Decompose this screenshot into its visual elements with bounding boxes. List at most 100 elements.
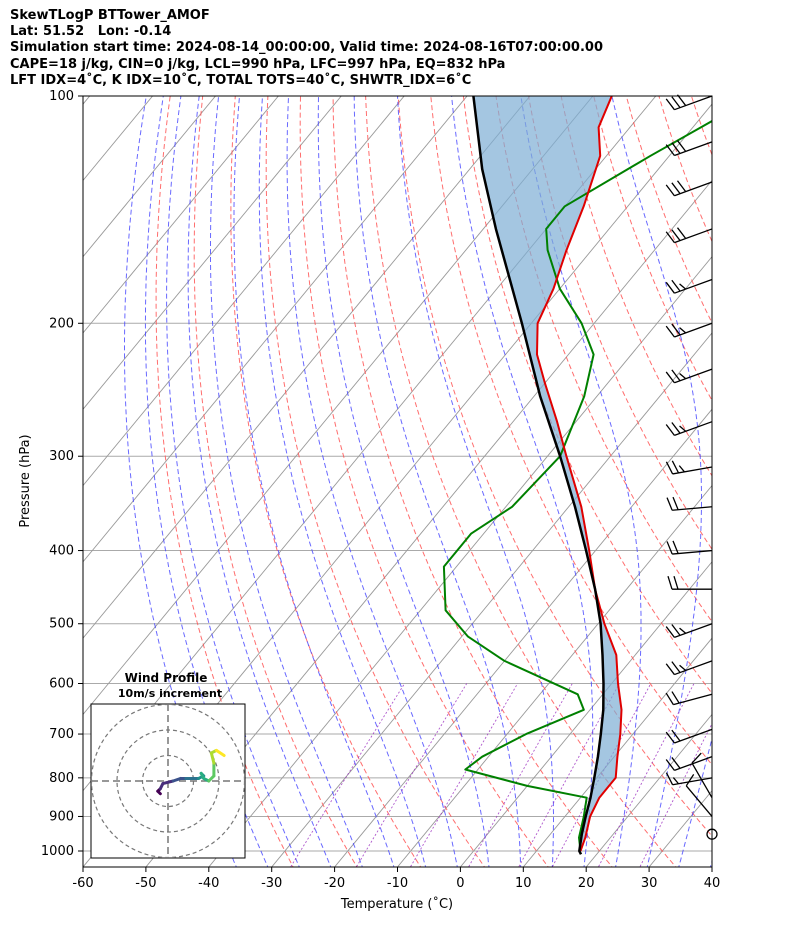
wind-barb (665, 227, 713, 244)
barb-flag (666, 497, 673, 511)
barb-flag (678, 465, 685, 473)
barb-flag (666, 541, 673, 555)
isotherm-gridline (83, 96, 594, 716)
barb-flag (667, 575, 673, 590)
y-tick-label: 400 (49, 544, 74, 559)
wind-barb (666, 540, 713, 555)
dry-adiabat (155, 96, 294, 867)
dry-adiabat (265, 96, 486, 867)
barb-flag (679, 627, 687, 634)
barb-flag (665, 626, 675, 638)
isotherm-gridline (208, 255, 712, 867)
wind-barb (665, 140, 713, 157)
barb-flag (671, 182, 681, 195)
dry-adiabat (365, 96, 677, 867)
barb-shaft (674, 95, 713, 111)
isotherm-gridline (459, 561, 712, 867)
y-tick-label: 200 (49, 316, 74, 331)
barb-flag (671, 323, 681, 336)
wind-barb (665, 94, 713, 111)
y-tick-label: 300 (49, 449, 74, 464)
wind-barb (665, 623, 713, 639)
barb-flag (665, 371, 675, 384)
barb-flag (672, 777, 680, 785)
x-tick-label: 20 (578, 876, 595, 891)
barb-flag (665, 231, 675, 244)
isotherm-gridline (334, 408, 712, 867)
calm-wind-circle (706, 828, 718, 840)
dry-adiabat (430, 96, 712, 766)
barb-flag (665, 281, 675, 294)
moist-adiabat (210, 96, 363, 867)
temperature-line (536, 96, 623, 852)
moist-adiabat (678, 736, 712, 867)
dry-adiabat (528, 96, 712, 551)
mixing-ratio-line (468, 683, 573, 867)
barb-flag (679, 327, 687, 334)
barb-flag (679, 283, 687, 290)
x-axis-label: Temperature (˚C) (340, 896, 453, 912)
y-axis-label: Pressure (hPa) (18, 434, 33, 527)
barb-flag (671, 369, 681, 382)
wind-barb (665, 278, 713, 294)
mixing-ratio-line (639, 722, 712, 867)
moist-adiabat (317, 96, 490, 867)
isotherm-gridline (83, 96, 217, 258)
dry-adiabat (495, 96, 712, 623)
barb-flag (665, 759, 675, 771)
barb-flag (665, 731, 675, 744)
barb-flag (673, 575, 679, 590)
barb-flag (671, 142, 681, 154)
barb-flag (679, 664, 687, 671)
moist-adiabat (144, 96, 269, 867)
barb-shaft (672, 506, 713, 511)
x-tick-label: -30 (261, 876, 282, 891)
wind-barb (666, 496, 713, 511)
x-tick-label: -60 (72, 876, 93, 891)
barb-flag (671, 661, 681, 673)
moist-adiabat (353, 96, 522, 867)
barb-flag (676, 94, 687, 106)
barb-shaft (685, 785, 713, 817)
wind-barb (665, 460, 713, 475)
barb-flag (665, 98, 675, 111)
x-tick-label: 0 (456, 876, 464, 891)
wind-barb (665, 368, 713, 384)
barb-flag (671, 691, 680, 704)
barb-flag (665, 144, 675, 156)
barb-shaft (674, 322, 713, 338)
isotherm-gridline (396, 484, 712, 867)
moist-adiabat (166, 96, 300, 867)
wind-barb (665, 180, 713, 197)
isotherm-gridline (585, 713, 712, 867)
isotherm-gridline (772, 89, 794, 870)
y-tick-label: 800 (49, 771, 74, 786)
wind-barb (665, 691, 713, 706)
barb-flag (665, 772, 674, 786)
moist-adiabat (397, 96, 554, 867)
barb-flag (665, 184, 675, 197)
dry-adiabat (560, 96, 712, 477)
y-tick-label: 1000 (41, 844, 74, 859)
barb-flag (671, 624, 681, 636)
x-tick-label: -20 (324, 876, 345, 891)
barb-shaft (672, 466, 713, 475)
hodograph-title: Wind Profile (125, 671, 208, 685)
barb-flag (665, 692, 674, 705)
barb-shaft (674, 728, 713, 744)
wind-barb (706, 828, 718, 840)
dewpoint-line (442, 119, 712, 852)
x-tick-label: -50 (135, 876, 156, 891)
barb-shaft (691, 762, 713, 799)
x-tick-label: -10 (387, 876, 408, 891)
y-tick-label: 600 (49, 677, 74, 692)
isotherm-gridline (83, 96, 405, 487)
x-tick-label: 10 (515, 876, 532, 891)
barb-flag (671, 729, 681, 742)
parcel-line (472, 96, 605, 855)
barb-flag (672, 496, 679, 510)
dry-adiabat (757, 96, 794, 870)
x-tick-label: 30 (641, 876, 658, 891)
chart-title-line-1: SkewTLogP BTTower_AMOF (10, 8, 210, 23)
barb-flag (671, 460, 680, 474)
